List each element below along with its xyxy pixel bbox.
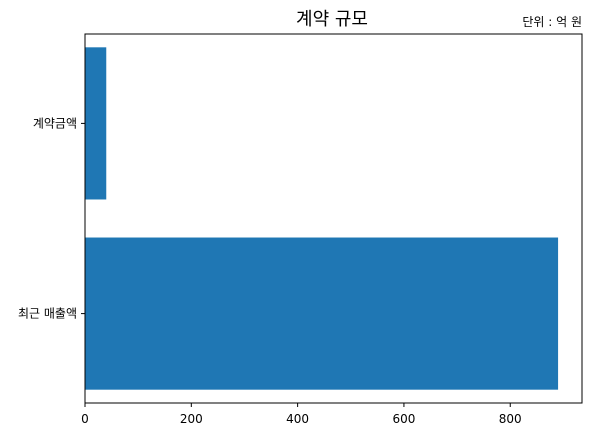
chart-title: 계약 규모: [296, 9, 368, 30]
y-tick-label: 최근 매출액: [18, 307, 77, 321]
bar-1: [85, 47, 107, 200]
bar-0: [85, 237, 559, 390]
x-tick-label: 400: [286, 412, 309, 426]
x-tick-label: 0: [81, 412, 89, 426]
x-axis-ticks: 0 200 400 600 800: [81, 403, 522, 426]
x-tick-label: 200: [180, 412, 203, 426]
plot-frame: [84, 33, 583, 404]
x-tick-label: 600: [392, 412, 415, 426]
bars-group: [85, 47, 559, 390]
y-axis-ticks: 최근 매출액 계약금액: [18, 115, 85, 321]
y-tick-label: 계약금액: [33, 115, 77, 130]
unit-note: 단위 : 억 원: [522, 15, 582, 29]
x-tick-label: 800: [499, 412, 522, 426]
